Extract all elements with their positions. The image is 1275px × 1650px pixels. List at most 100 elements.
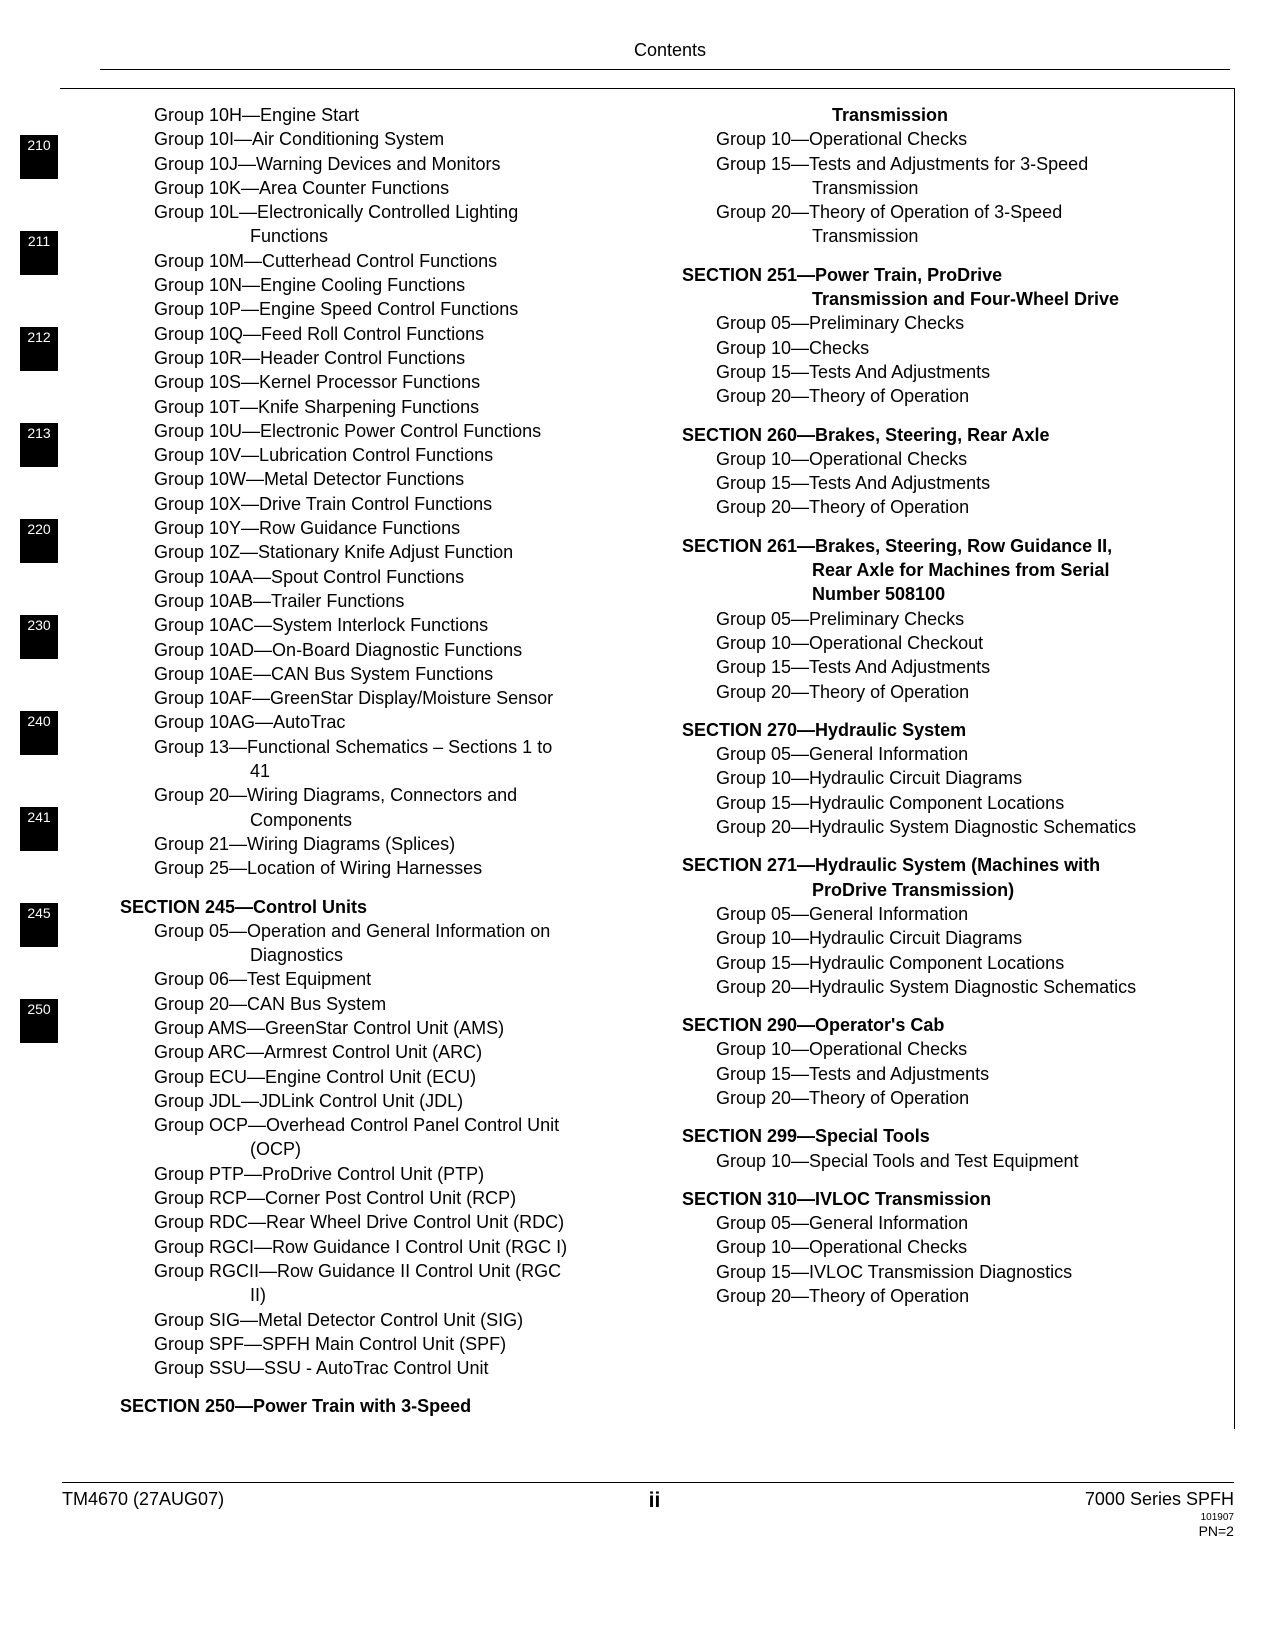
group-line: Group 05—Operation and General Informati… — [120, 919, 652, 968]
group-line: Group RCP—Corner Post Control Unit (RCP) — [120, 1186, 652, 1210]
section-tabs: 210 211 212 213 220 230 240 241 245 250 — [20, 135, 58, 1095]
group-line: Group RDC—Rear Wheel Drive Control Unit … — [120, 1210, 652, 1234]
group-line: Group 05—Preliminary Checks — [682, 311, 1214, 335]
group-line: Group 10Z—Stationary Knife Adjust Functi… — [120, 540, 652, 564]
group-line: Group 10AF—GreenStar Display/Moisture Se… — [120, 686, 652, 710]
content-frame: Group 10H—Engine StartGroup 10I—Air Cond… — [60, 88, 1235, 1429]
group-line: Group 21—Wiring Diagrams (Splices) — [120, 832, 652, 856]
group-line: Group 10—Hydraulic Circuit Diagrams — [682, 766, 1214, 790]
section-299-head: SECTION 299—Special Tools — [682, 1124, 1214, 1148]
group-text-cont: 41 — [154, 759, 652, 783]
group-line: Group 10—Operational Checks — [682, 1037, 1214, 1061]
group-text: Group OCP—Overhead Control Panel Control… — [154, 1113, 652, 1137]
section-270-head: SECTION 270—Hydraulic System — [682, 718, 1214, 742]
group-line: Group 10T—Knife Sharpening Functions — [120, 395, 652, 419]
group-line: Group 10—Operational Checkout — [682, 631, 1214, 655]
group-line: Group 15—Hydraulic Component Locations — [682, 791, 1214, 815]
group-text-cont: Components — [154, 808, 652, 832]
group-line: Group 20—Theory of Operation of 3-Speed … — [682, 200, 1214, 249]
section-tab[interactable]: 212 — [20, 327, 58, 371]
group-line: Group OCP—Overhead Control Panel Control… — [120, 1113, 652, 1162]
group-line: Group RGCII—Row Guidance II Control Unit… — [120, 1259, 652, 1308]
section-tab[interactable]: 230 — [20, 615, 58, 659]
group-line: Group 10M—Cutterhead Control Functions — [120, 249, 652, 273]
section-250-head: SECTION 250—Power Train with 3-Speed — [120, 1394, 652, 1418]
group-line: Group ARC—Armrest Control Unit (ARC) — [120, 1040, 652, 1064]
group-line: Group JDL—JDLink Control Unit (JDL) — [120, 1089, 652, 1113]
group-line: Group 10N—Engine Cooling Functions — [120, 273, 652, 297]
group-line: Group 10AG—AutoTrac — [120, 710, 652, 734]
group-line: Group 15—Hydraulic Component Locations — [682, 951, 1214, 975]
group-line: Group 05—General Information — [682, 1211, 1214, 1235]
group-line: Group 10—Operational Checks — [682, 127, 1214, 151]
section-tab[interactable]: 220 — [20, 519, 58, 563]
group-line: Group RGCI—Row Guidance I Control Unit (… — [120, 1235, 652, 1259]
group-text-cont: Diagnostics — [154, 943, 652, 967]
group-line: Group 20—Theory of Operation — [682, 1284, 1214, 1308]
section-310-head: SECTION 310—IVLOC Transmission — [682, 1187, 1214, 1211]
group-line: Group 10AD—On-Board Diagnostic Functions — [120, 638, 652, 662]
section-271-head-cont: ProDrive Transmission) — [682, 878, 1214, 902]
group-line: Group 10U—Electronic Power Control Funct… — [120, 419, 652, 443]
section-tab[interactable]: 241 — [20, 807, 58, 851]
section-260-head: SECTION 260—Brakes, Steering, Rear Axle — [682, 423, 1214, 447]
group-text: Group 20—Theory of Operation of 3-Speed — [716, 200, 1214, 224]
group-line: Group 10S—Kernel Processor Functions — [120, 370, 652, 394]
section-tab[interactable]: 250 — [20, 999, 58, 1043]
section-290-head: SECTION 290—Operator's Cab — [682, 1013, 1214, 1037]
group-line: Group 15—Tests And Adjustments — [682, 360, 1214, 384]
section-tab[interactable]: 213 — [20, 423, 58, 467]
group-text: Group RGCII—Row Guidance II Control Unit… — [154, 1259, 652, 1283]
group-line: Group 20—Theory of Operation — [682, 680, 1214, 704]
header-rule — [100, 69, 1230, 70]
group-text: Group 05—Operation and General Informati… — [154, 919, 652, 943]
footer-left: TM4670 (27AUG07) — [62, 1489, 224, 1510]
contents-title: Contents — [60, 40, 1240, 61]
section-tab[interactable]: 240 — [20, 711, 58, 755]
group-line: Group 10AB—Trailer Functions — [120, 589, 652, 613]
group-line: Group 10—Special Tools and Test Equipmen… — [682, 1149, 1214, 1173]
group-line: Group 25—Location of Wiring Harnesses — [120, 856, 652, 880]
group-line: Group 20—Theory of Operation — [682, 384, 1214, 408]
group-line: Group 10AE—CAN Bus System Functions — [120, 662, 652, 686]
group-line: Group 10X—Drive Train Control Functions — [120, 492, 652, 516]
group-text-cont: Transmission — [716, 224, 1214, 248]
group-line: Group AMS—GreenStar Control Unit (AMS) — [120, 1016, 652, 1040]
section-261-head-cont: Number 508100 — [682, 582, 1214, 606]
group-line: Group 15—Tests and Adjustments for 3-Spe… — [682, 152, 1214, 201]
group-line: Group 20—Hydraulic System Diagnostic Sch… — [682, 975, 1214, 999]
page: Contents Group 10H—Engine StartGroup 10I… — [60, 40, 1240, 1429]
group-line: Group 10W—Metal Detector Functions — [120, 467, 652, 491]
group-line: Group 10R—Header Control Functions — [120, 346, 652, 370]
group-line: Group 15—IVLOC Transmission Diagnostics — [682, 1260, 1214, 1284]
section-251-head-cont: Transmission and Four-Wheel Drive — [682, 287, 1214, 311]
group-text-cont: Functions — [154, 224, 652, 248]
group-line: Group 10K—Area Counter Functions — [120, 176, 652, 200]
group-line: Group 13—Functional Schematics – Section… — [120, 735, 652, 784]
group-line: Group SPF—SPFH Main Control Unit (SPF) — [120, 1332, 652, 1356]
footer-rule — [62, 1482, 1234, 1483]
group-line: Group 10Q—Feed Roll Control Functions — [120, 322, 652, 346]
section-tab[interactable]: 211 — [20, 231, 58, 275]
footer-date-code: 101907 — [1085, 1512, 1234, 1523]
section-245-head: SECTION 245—Control Units — [120, 895, 652, 919]
group-line: Group 20—Hydraulic System Diagnostic Sch… — [682, 815, 1214, 839]
group-line: Group SIG—Metal Detector Control Unit (S… — [120, 1308, 652, 1332]
group-line: Group 10L—Electronically Controlled Ligh… — [120, 200, 652, 249]
group-line: Group 05—Preliminary Checks — [682, 607, 1214, 631]
group-text: Group 15—Tests and Adjustments for 3-Spe… — [716, 152, 1214, 176]
group-line: Group 10—Operational Checks — [682, 447, 1214, 471]
section-tab[interactable]: 210 — [20, 135, 58, 179]
section-251-head: SECTION 251—Power Train, ProDrive — [682, 263, 1214, 287]
section-261-head-cont: Rear Axle for Machines from Serial — [682, 558, 1214, 582]
transmission-head: Transmission — [682, 103, 1214, 127]
group-line: Group 15—Tests and Adjustments — [682, 1062, 1214, 1086]
section-tab[interactable]: 245 — [20, 903, 58, 947]
group-text-cont: (OCP) — [154, 1137, 652, 1161]
footer-row: TM4670 (27AUG07) ii 7000 Series SPFH 101… — [62, 1489, 1234, 1539]
footer-page-number: ii — [649, 1489, 661, 1513]
group-line: Group 10—Hydraulic Circuit Diagrams — [682, 926, 1214, 950]
group-text-cont: II) — [154, 1283, 652, 1307]
left-column: Group 10H—Engine StartGroup 10I—Air Cond… — [120, 103, 652, 1419]
footer: TM4670 (27AUG07) ii 7000 Series SPFH 101… — [62, 1482, 1234, 1539]
